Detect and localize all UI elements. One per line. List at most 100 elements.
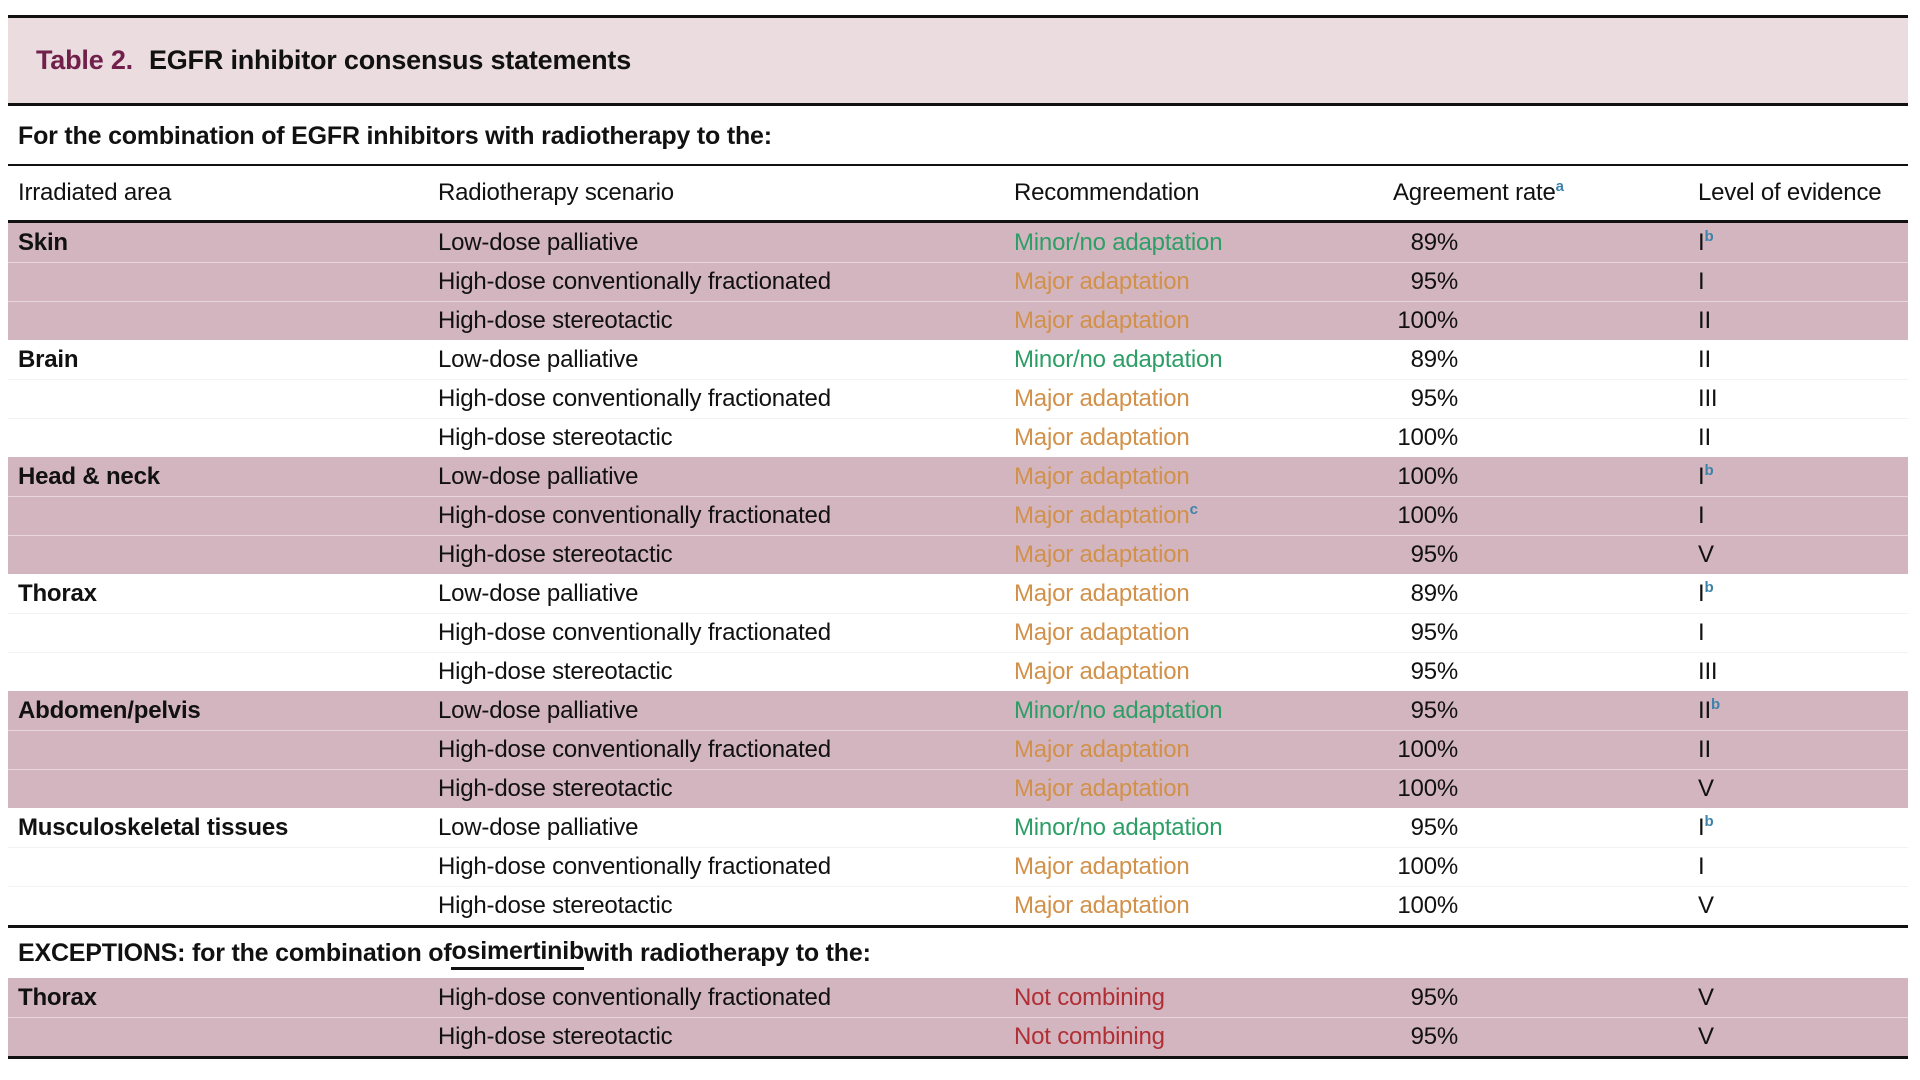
cell-recommendation-text: Major adaptation: [1014, 736, 1190, 763]
cell-agreement-rate-text: 89%: [1410, 345, 1459, 373]
cell-agreement-rate: 100%: [1348, 892, 1698, 920]
cell-level-of-evidence-text: V: [1698, 541, 1714, 568]
cell-recommendation-text: Minor/no adaptation: [1014, 228, 1223, 256]
cell-agreement-rate: 100%: [1348, 424, 1698, 452]
cell-radiotherapy-scenario: High-dose stereotactic: [438, 541, 1014, 569]
table-row: High-dose stereotactic Major adaptation 10…: [8, 769, 1908, 808]
cell-level-of-evidence: I: [1698, 502, 1908, 530]
cell-agreement-rate: 95%: [1348, 385, 1698, 413]
table-row: High-dose stereotactic Major adaptation 95…: [8, 652, 1908, 691]
cell-radiotherapy-scenario: High-dose conventionally fractionated: [438, 385, 1014, 413]
cell-agreement-rate-text: 100%: [1397, 892, 1458, 919]
cell-recommendation: Minor/no adaptation: [1014, 346, 1348, 374]
table-row: Skin Low-dose palliative Minor/no adaptati…: [8, 223, 1908, 262]
table-row: High-dose stereotactic Major adaptation 10…: [8, 301, 1908, 340]
table-row: High-dose stereotactic Major adaptation 95…: [8, 535, 1908, 574]
cell-agreement-rate-text: 95%: [1410, 658, 1459, 685]
cell-agreement-rate-text: 95%: [1410, 813, 1459, 841]
cell-radiotherapy-scenario-text: Low-dose palliative: [438, 579, 639, 607]
cell-agreement-rate: 95%: [1348, 541, 1698, 569]
footnote-marker-c: c: [1189, 501, 1198, 518]
cell-recommendation: Major adaptation: [1014, 541, 1348, 569]
header-irradiated-area: Irradiated area: [18, 179, 172, 206]
cell-radiotherapy-scenario: High-dose stereotactic: [438, 307, 1014, 335]
cell-irradiated-area-text: Thorax: [18, 983, 97, 1011]
table-row: Brain Low-dose palliative Minor/no adaptat…: [8, 340, 1908, 379]
consensus-table-body: Skin Low-dose palliative Minor/no adaptati…: [8, 223, 1908, 925]
cell-radiotherapy-scenario-text: High-dose conventionally fractionated: [438, 983, 831, 1011]
cell-recommendation: Not combining: [1014, 1023, 1348, 1051]
cell-agreement-rate-text: 95%: [1410, 696, 1459, 724]
cell-irradiated-area-text: Abdomen/pelvis: [18, 696, 201, 724]
cell-agreement-rate: 95%: [1348, 268, 1698, 296]
cell-recommendation-text: Minor/no adaptation: [1014, 813, 1223, 841]
cell-level-of-evidence-text: V: [1698, 1023, 1714, 1050]
cell-level-of-evidence-text: III: [1698, 385, 1718, 412]
cell-recommendation-text: Major adaptation: [1014, 385, 1190, 412]
cell-level-of-evidence-text: III: [1698, 658, 1718, 685]
cell-recommendation: Minor/no adaptation: [1014, 697, 1348, 725]
table-row: High-dose conventionally fractionated Maj…: [8, 496, 1908, 535]
cell-radiotherapy-scenario-text: High-dose conventionally fractionated: [438, 853, 831, 880]
table-row: High-dose stereotactic Not combining 95% V: [8, 1017, 1908, 1056]
table-row: High-dose conventionally fractionated Maj…: [8, 847, 1908, 886]
divider-top: [8, 15, 1908, 18]
header-agreement-rate: Agreement ratea: [1348, 179, 1698, 207]
cell-irradiated-area-text: Musculoskeletal tissues: [18, 813, 289, 841]
cell-agreement-rate-text: 89%: [1410, 228, 1459, 256]
cell-recommendation-text: Minor/no adaptation: [1014, 345, 1223, 373]
cell-recommendation-text: Major adaptation: [1014, 579, 1190, 607]
cell-radiotherapy-scenario-text: Low-dose palliative: [438, 345, 639, 373]
table-number: Table 2.: [36, 45, 133, 75]
cell-agreement-rate: 100%: [1348, 463, 1698, 491]
cell-recommendation: Minor/no adaptation: [1014, 229, 1348, 257]
cell-agreement-rate-text: 95%: [1410, 268, 1459, 295]
cell-level-of-evidence: III: [1698, 658, 1908, 686]
cell-level-of-evidence: I: [1698, 619, 1908, 647]
cell-radiotherapy-scenario: High-dose stereotactic: [438, 775, 1014, 803]
cell-level-of-evidence-text: I: [1698, 462, 1705, 490]
cell-radiotherapy-scenario-text: Low-dose palliative: [438, 228, 639, 256]
cell-agreement-rate: 89%: [1348, 346, 1698, 374]
cell-recommendation: Major adaptation: [1014, 736, 1348, 764]
cell-recommendation: Major adaptation: [1014, 658, 1348, 686]
cell-level-of-evidence-text: V: [1698, 892, 1714, 919]
footnote-marker-b: b: [1704, 227, 1714, 245]
page-title: EGFR inhibitor consensus statements: [148, 45, 632, 75]
cell-agreement-rate-text: 100%: [1397, 736, 1458, 763]
cell-recommendation-text: Major adaptation: [1014, 462, 1190, 490]
cell-recommendation-text: Major adaptation: [1014, 502, 1190, 529]
exceptions-table-body: Thorax High-dose conventionally fractiona…: [8, 978, 1908, 1056]
table-header-row: Irradiated area Radiotherapy scenario Re…: [8, 166, 1908, 220]
cell-radiotherapy-scenario: Low-dose palliative: [438, 463, 1014, 491]
cell-recommendation-text: Major adaptation: [1014, 424, 1190, 451]
cell-agreement-rate: 100%: [1348, 307, 1698, 335]
cell-recommendation: Major adaptation: [1014, 385, 1348, 413]
cell-radiotherapy-scenario: High-dose conventionally fractionated: [438, 502, 1014, 530]
exceptions-heading: EXCEPTIONS: for the combination of osime…: [8, 928, 1908, 978]
cell-radiotherapy-scenario: Low-dose palliative: [438, 697, 1014, 725]
cell-radiotherapy-scenario-text: High-dose conventionally fractionated: [438, 736, 831, 763]
cell-recommendation-text: Major adaptation: [1014, 892, 1190, 919]
cell-agreement-rate-text: 95%: [1410, 541, 1459, 568]
cell-radiotherapy-scenario-text: Low-dose palliative: [438, 813, 639, 841]
cell-level-of-evidence: II: [1698, 424, 1908, 452]
drug-name: osimertinib: [451, 937, 584, 970]
cell-recommendation: Major adaptation: [1014, 775, 1348, 803]
cell-agreement-rate-text: 95%: [1410, 619, 1459, 646]
header-radiotherapy-scenario: Radiotherapy scenario: [438, 179, 674, 206]
cell-agreement-rate-text: 95%: [1410, 1023, 1459, 1050]
table-row: Thorax High-dose conventionally fractiona…: [8, 978, 1908, 1017]
cell-irradiated-area: Thorax: [8, 580, 438, 608]
cell-radiotherapy-scenario: Low-dose palliative: [438, 346, 1014, 374]
cell-agreement-rate-text: 89%: [1410, 579, 1459, 607]
cell-level-of-evidence-text: II: [1698, 307, 1711, 334]
divider-title-bottom: [8, 103, 1908, 106]
cell-radiotherapy-scenario-text: Low-dose palliative: [438, 696, 639, 724]
table-subtitle: For the combination of EGFR inhibitors w…: [18, 122, 772, 150]
cell-radiotherapy-scenario-text: High-dose stereotactic: [438, 892, 673, 919]
cell-radiotherapy-scenario: High-dose stereotactic: [438, 658, 1014, 686]
cell-agreement-rate: 100%: [1348, 736, 1698, 764]
cell-level-of-evidence: V: [1698, 892, 1908, 920]
cell-recommendation-text: Major adaptation: [1014, 658, 1190, 685]
